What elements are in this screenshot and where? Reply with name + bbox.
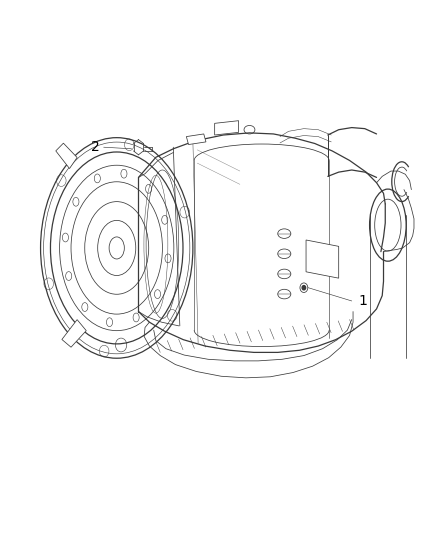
Text: 1: 1 [358,294,367,308]
Text: 2: 2 [91,140,99,154]
Polygon shape [62,320,86,347]
Polygon shape [186,134,206,144]
Polygon shape [306,240,339,278]
Polygon shape [56,143,77,168]
Circle shape [302,286,306,290]
Polygon shape [215,120,239,135]
Ellipse shape [109,237,124,259]
